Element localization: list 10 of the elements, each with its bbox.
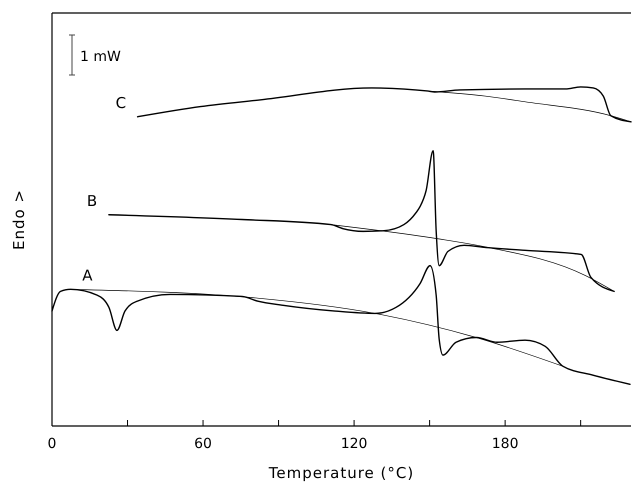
x-tick-label: 0: [48, 436, 56, 452]
x-axis-title: Temperature (°C): [268, 464, 414, 482]
series-label: B: [86, 192, 98, 210]
x-tick-label: 120: [340, 436, 368, 452]
series-label: C: [116, 94, 126, 112]
text: 1 mW: [80, 49, 121, 65]
x-tick-label: 60: [194, 436, 212, 452]
series-label: A: [82, 266, 94, 284]
x-tick-label: 180: [492, 436, 518, 452]
y-axis-title: Endo >: [10, 188, 28, 250]
